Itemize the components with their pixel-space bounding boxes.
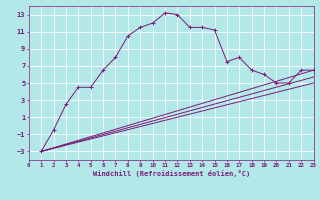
X-axis label: Windchill (Refroidissement éolien,°C): Windchill (Refroidissement éolien,°C) xyxy=(92,170,250,177)
